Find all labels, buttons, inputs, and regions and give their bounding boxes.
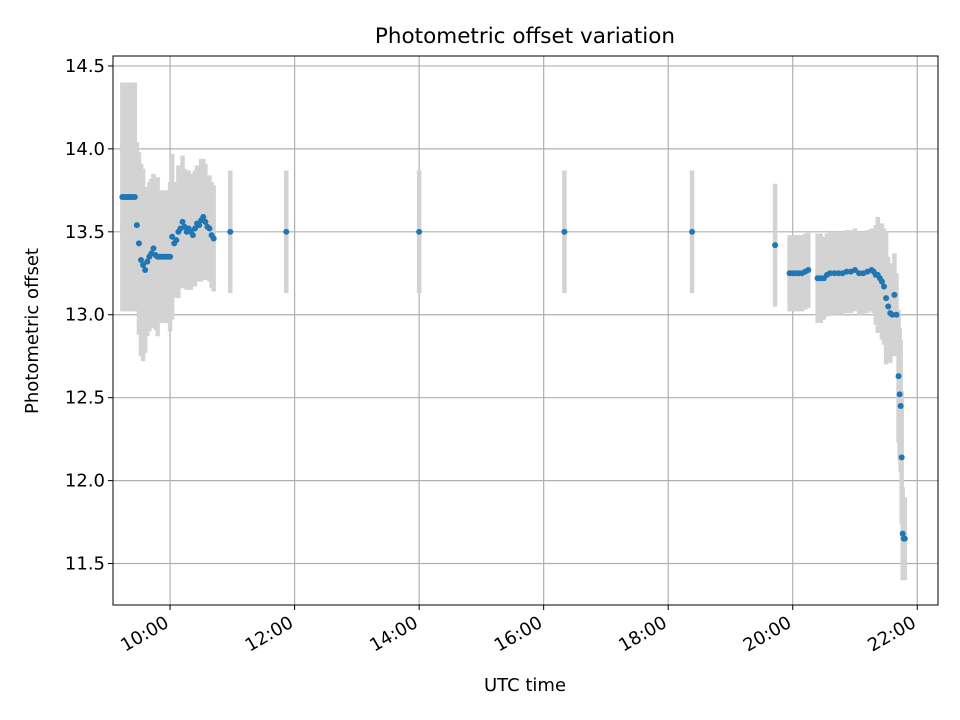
y-tick-label: 14.5 <box>65 56 105 77</box>
data-point <box>889 311 896 318</box>
data-point <box>843 268 850 275</box>
data-point <box>202 218 209 225</box>
y-tick-label: 13.5 <box>65 222 105 243</box>
data-point <box>227 228 234 235</box>
data-point <box>835 270 842 277</box>
data-point <box>891 291 898 298</box>
data-point <box>561 228 568 235</box>
data-point <box>189 232 196 239</box>
data-point <box>805 266 812 273</box>
y-tick-label: 14.0 <box>65 139 105 160</box>
data-point <box>167 253 174 260</box>
data-point <box>416 228 423 235</box>
data-point <box>901 535 908 542</box>
data-point <box>142 266 149 273</box>
grid-lines <box>113 56 938 605</box>
data-point <box>196 222 203 229</box>
data-point <box>140 261 147 268</box>
data-point <box>831 270 838 277</box>
data-point <box>689 228 696 235</box>
data-point <box>150 245 157 252</box>
data-point <box>179 218 186 225</box>
data-point <box>851 266 858 273</box>
data-point <box>169 233 176 240</box>
x-axis-label: UTC time <box>484 675 566 696</box>
data-point <box>133 222 140 229</box>
data-point <box>827 270 834 277</box>
data-point <box>883 295 890 302</box>
plot-area <box>113 56 938 605</box>
data-points <box>119 193 908 542</box>
data-point <box>878 278 885 285</box>
data-point <box>131 193 138 200</box>
data-point <box>138 257 145 264</box>
data-point <box>210 235 217 242</box>
data-point <box>206 225 213 232</box>
y-tick-label: 13.0 <box>65 305 105 326</box>
data-point <box>885 303 892 310</box>
data-point <box>772 242 779 249</box>
y-tick-label: 12.0 <box>65 471 105 492</box>
data-point <box>898 454 905 461</box>
y-tick-label: 11.5 <box>65 554 105 575</box>
y-axis-ticks: 11.5 12.0 12.5 13.0 13.5 14.0 14.5 <box>65 56 113 575</box>
data-point <box>881 283 888 290</box>
data-point <box>893 311 900 318</box>
data-point <box>897 402 904 409</box>
data-point <box>899 530 906 537</box>
data-point <box>895 373 902 380</box>
data-point <box>191 225 198 232</box>
y-axis-label: Photometric offset <box>22 248 43 414</box>
data-point <box>135 240 142 247</box>
data-point <box>200 213 207 220</box>
data-point <box>144 258 151 265</box>
data-point <box>856 270 863 277</box>
data-point <box>896 391 903 398</box>
chart-title: Photometric offset variation <box>375 24 675 49</box>
data-point <box>283 228 290 235</box>
y-tick-label: 12.5 <box>65 388 105 409</box>
data-point <box>173 237 180 244</box>
plot-frame <box>112 55 939 606</box>
